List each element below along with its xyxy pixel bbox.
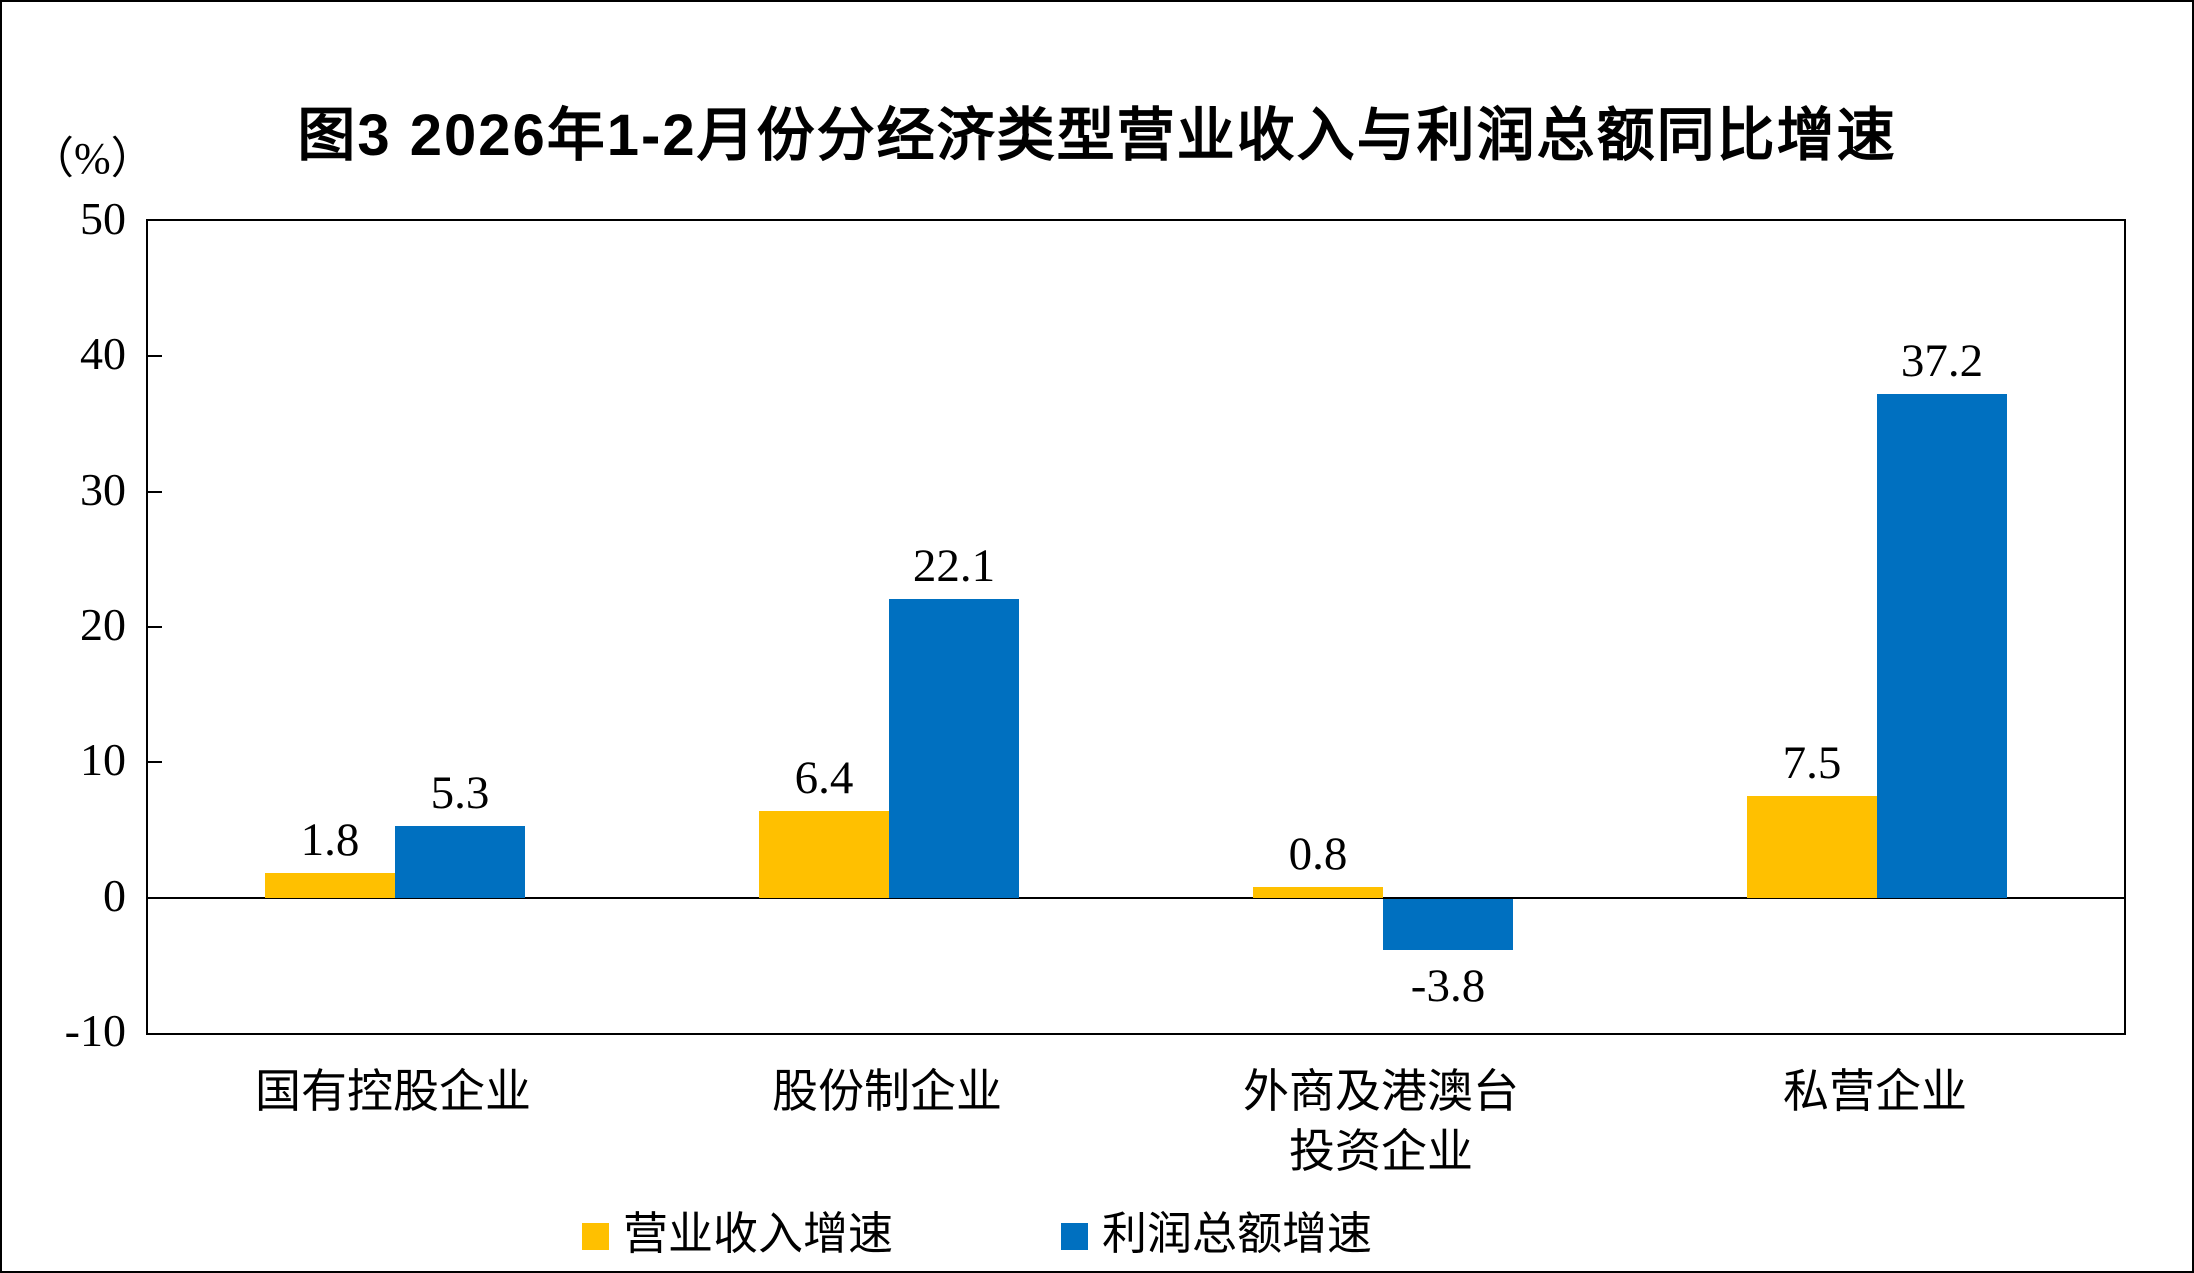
legend-label-profit_growth: 利润总额增速 xyxy=(1102,1209,1373,1259)
bar-revenue_growth-foreign_hmt xyxy=(1253,886,1383,898)
axis-tick-mark xyxy=(148,355,162,358)
chart-title: 图3 2026年1-2月份分经济类型营业收入与利润总额同比增速 xyxy=(297,103,1897,168)
bar-value-label-revenue_growth-share_holding: 6.4 xyxy=(794,752,854,805)
legend-color-swatch-revenue_growth xyxy=(581,1223,609,1250)
category-label-foreign_hmt: 外商及港澳台 投资企业 xyxy=(1243,1066,1519,1177)
y-axis-unit-label: （%） xyxy=(30,134,155,183)
legend: 营业收入增速 利润总额增速 xyxy=(2,1206,2072,1262)
bar-revenue_growth-state_holding xyxy=(265,873,395,898)
y-tick-label: 30 xyxy=(80,463,126,515)
bar-value-label-revenue_growth-private: 7.5 xyxy=(1782,737,1842,790)
y-tick-label: 10 xyxy=(80,734,126,786)
y-tick-label: 0 xyxy=(103,869,126,921)
bar-profit_growth-share_holding xyxy=(889,598,1019,898)
bar-revenue_growth-private xyxy=(1747,796,1877,898)
legend-color-swatch-profit_growth xyxy=(1061,1223,1088,1250)
legend-item-profit_growth: 利润总额增速 xyxy=(1061,1206,1372,1262)
bar-value-label-revenue_growth-state_holding: 1.8 xyxy=(300,814,360,867)
bar-revenue_growth-share_holding xyxy=(759,811,889,898)
axis-tick-mark xyxy=(148,761,162,764)
plot-area: 1.8 5.3 6.4 22.1 0.8 -3.8 7.5 37.2 xyxy=(146,219,2126,1035)
category-label-private: 私营企业 xyxy=(1783,1066,1967,1117)
bar-value-label-profit_growth-foreign_hmt: -3.8 xyxy=(1410,960,1486,1013)
y-tick-label: 50 xyxy=(80,193,126,244)
y-tick-label: 20 xyxy=(80,599,126,650)
bar-value-label-revenue_growth-foreign_hmt: 0.8 xyxy=(1288,827,1348,880)
bar-profit_growth-state_holding xyxy=(395,825,525,898)
legend-label-revenue_growth: 营业收入增速 xyxy=(622,1209,893,1259)
bar-value-label-profit_growth-state_holding: 5.3 xyxy=(430,766,490,819)
axis-tick-mark xyxy=(148,626,162,628)
bar-value-label-profit_growth-private: 37.2 xyxy=(1900,335,1984,388)
bar-profit_growth-private xyxy=(1877,394,2007,898)
zero-baseline xyxy=(148,896,2124,899)
y-tick-label: 40 xyxy=(80,328,126,380)
legend-item-revenue_growth: 营业收入增速 xyxy=(581,1206,893,1262)
category-label-share_holding: 股份制企业 xyxy=(772,1066,1002,1117)
bar-value-label-profit_growth-share_holding: 22.1 xyxy=(912,539,996,592)
axis-tick-mark xyxy=(148,490,162,493)
category-label-state_holding: 国有控股企业 xyxy=(255,1066,531,1117)
bar-profit_growth-foreign_hmt xyxy=(1383,898,1513,951)
y-tick-label: -10 xyxy=(64,1005,126,1056)
